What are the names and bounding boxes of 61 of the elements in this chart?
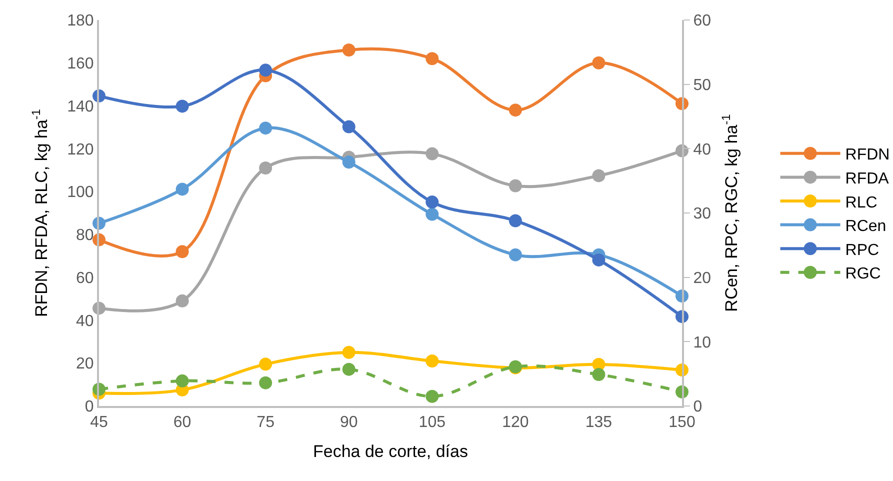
point — [426, 52, 439, 66]
point — [426, 147, 439, 160]
legend-label: RLC — [845, 194, 878, 212]
x-axis-title: Fecha de corte, días — [313, 442, 468, 462]
point — [342, 362, 356, 376]
y-tick-label: 100 — [67, 184, 94, 202]
y-tick-label: 60 — [76, 270, 94, 287]
y-tick-label: 120 — [67, 141, 94, 158]
y-tick-label: 40 — [76, 312, 94, 330]
legend-label: RGC — [845, 266, 881, 283]
point — [176, 245, 189, 258]
point — [592, 253, 606, 266]
y2-tick-label: 60 — [693, 12, 712, 30]
y2-tick-label: 30 — [693, 206, 712, 223]
point — [426, 196, 439, 209]
point — [426, 390, 439, 403]
x-tick-label: 135 — [585, 414, 612, 432]
x-tick-label: 150 — [668, 414, 696, 432]
point — [176, 182, 189, 196]
point — [592, 56, 606, 70]
point — [176, 294, 189, 308]
point — [176, 374, 189, 388]
y2-tick-label: 50 — [693, 76, 712, 94]
y2-tick-label: 40 — [693, 141, 712, 158]
y-tick-label: 180 — [67, 12, 94, 30]
point — [426, 208, 439, 221]
y2-tick-label: 10 — [693, 334, 712, 352]
point — [508, 104, 522, 117]
y-tick-label: 160 — [67, 55, 94, 72]
x-tick-label: 105 — [418, 414, 446, 432]
point — [259, 358, 272, 371]
x-tick-label: 75 — [256, 414, 275, 432]
point — [342, 156, 356, 169]
legend-label: RFDA — [845, 170, 890, 188]
legend-label: RFDN — [845, 146, 890, 164]
point — [259, 161, 272, 174]
point — [342, 44, 356, 57]
point — [342, 120, 356, 134]
point — [508, 179, 522, 192]
y2-tick-label: 0 — [693, 398, 702, 416]
point — [259, 376, 272, 390]
y-tick-label: 20 — [76, 356, 94, 373]
legend-label: RCen — [845, 218, 886, 236]
x-tick-label: 90 — [340, 414, 358, 432]
legend-label: RPC — [845, 242, 880, 259]
point — [259, 122, 272, 135]
point — [592, 368, 606, 381]
y2-tick-label: 20 — [693, 270, 712, 287]
x-tick-label: 45 — [90, 414, 108, 432]
point — [508, 214, 522, 228]
x-tick-label: 60 — [173, 414, 192, 432]
point — [508, 248, 522, 262]
point — [592, 169, 606, 182]
y-tick-label: 80 — [76, 227, 94, 244]
point — [426, 354, 439, 368]
y-tick-label: 140 — [67, 98, 94, 116]
point — [259, 64, 272, 77]
point — [342, 346, 356, 359]
point — [176, 100, 189, 113]
y-tick-label: 0 — [84, 398, 94, 416]
x-tick-label: 120 — [502, 414, 529, 432]
